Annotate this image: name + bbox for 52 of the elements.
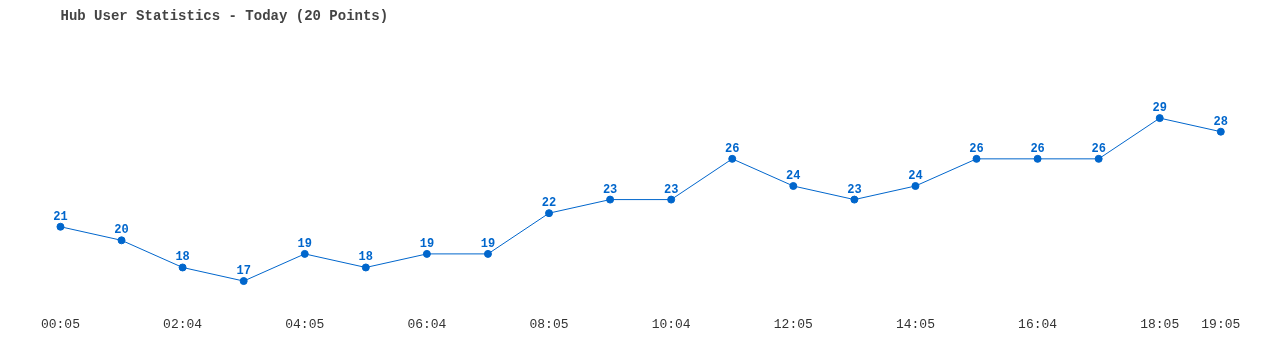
data-label: 22 bbox=[541, 196, 557, 211]
point bbox=[178, 263, 187, 272]
point bbox=[667, 195, 676, 204]
point bbox=[606, 195, 615, 204]
x-tick-label: 08:05 bbox=[529, 316, 569, 332]
point bbox=[1216, 127, 1225, 136]
data-label: 24 bbox=[786, 169, 801, 184]
x-tick-label: 12:05 bbox=[773, 316, 813, 332]
data-label: 26 bbox=[1091, 141, 1106, 156]
data-label: 24 bbox=[908, 169, 923, 184]
data-label: 17 bbox=[236, 264, 251, 279]
point bbox=[1094, 154, 1103, 163]
data-label: 19 bbox=[297, 236, 312, 251]
data-label: 23 bbox=[602, 182, 618, 197]
chart-title: Hub User Statistics - Today (20 Points) bbox=[60, 7, 389, 24]
point bbox=[56, 222, 65, 231]
point bbox=[300, 249, 309, 258]
x-tick-label: 06:04 bbox=[407, 316, 447, 332]
data-label: 26 bbox=[969, 141, 984, 156]
point bbox=[239, 277, 248, 286]
point bbox=[1033, 154, 1042, 163]
point bbox=[850, 195, 859, 204]
x-tick-label: 02:04 bbox=[163, 316, 203, 332]
point bbox=[972, 154, 981, 163]
data-label: 26 bbox=[725, 141, 740, 156]
data-label: 28 bbox=[1213, 114, 1229, 129]
x-tick-label: 18:05 bbox=[1140, 316, 1180, 332]
data-label: 29 bbox=[1152, 101, 1167, 116]
data-label: 23 bbox=[663, 182, 679, 197]
data-label: 18 bbox=[358, 250, 374, 265]
point bbox=[117, 236, 126, 245]
data-label: 20 bbox=[114, 223, 129, 238]
x-tick-label: 04:05 bbox=[285, 316, 325, 332]
point bbox=[422, 249, 431, 258]
point bbox=[728, 154, 737, 163]
data-label: 21 bbox=[53, 209, 68, 224]
x-tick-label: 19:05 bbox=[1201, 316, 1241, 332]
x-tick-label: 00:05 bbox=[40, 316, 80, 332]
data-label: 23 bbox=[847, 182, 862, 197]
point bbox=[483, 249, 492, 258]
x-tick-label: 10:04 bbox=[651, 316, 691, 332]
point bbox=[1155, 114, 1164, 123]
x-tick-label: 16:04 bbox=[1018, 316, 1058, 332]
point bbox=[545, 209, 554, 218]
point bbox=[361, 263, 370, 272]
data-label: 26 bbox=[1030, 141, 1045, 156]
point bbox=[789, 182, 798, 190]
data-label: 18 bbox=[175, 250, 190, 265]
data-label: 19 bbox=[419, 236, 435, 251]
data-label: 19 bbox=[480, 236, 496, 251]
x-tick-label: 14:05 bbox=[895, 316, 935, 332]
point bbox=[911, 182, 920, 190]
